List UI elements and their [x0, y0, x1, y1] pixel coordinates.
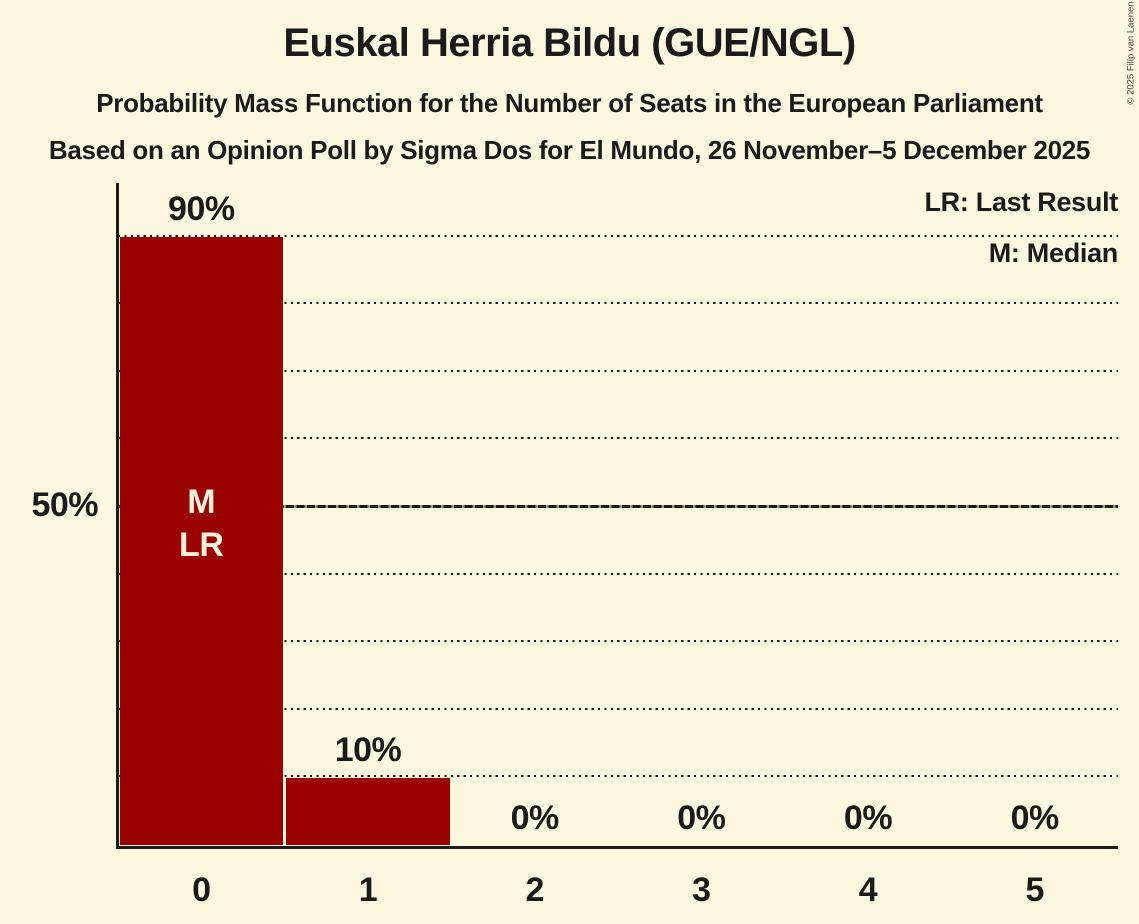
- value-label-seat-1: 10%: [334, 730, 402, 769]
- gridline-60pct: [118, 437, 1118, 440]
- gridline-50pct-major: [118, 504, 1118, 508]
- gridline-70pct: [118, 369, 1118, 372]
- gridline-90pct: [118, 234, 1118, 237]
- gridline-40pct: [118, 572, 1118, 575]
- x-tick-2: 2: [525, 871, 544, 909]
- x-tick-0: 0: [192, 871, 211, 909]
- value-label-seat-3: 0%: [677, 798, 726, 837]
- value-label-seat-2: 0%: [510, 798, 560, 837]
- legend-median: M: Median: [988, 238, 1119, 268]
- x-tick-3: 3: [692, 871, 711, 909]
- x-axis-line: [116, 846, 1118, 849]
- x-tick-4: 4: [858, 871, 878, 909]
- value-label-seat-4: 0%: [843, 798, 893, 837]
- gridline-80pct: [118, 302, 1118, 305]
- value-label-seat-5: 0%: [1010, 798, 1060, 837]
- chart-title: Euskal Herria Bildu (GUE/NGL): [283, 21, 856, 65]
- bar-annotation-median-last-result: M LR: [178, 483, 224, 564]
- x-tick-1: 1: [358, 871, 378, 909]
- chart-subtitle: Probability Mass Function for the Number…: [96, 88, 1043, 118]
- gridline-20pct: [118, 707, 1118, 710]
- x-tick-5: 5: [1025, 871, 1044, 909]
- bar-seat-1: [286, 777, 450, 846]
- value-label-seat-0: 90%: [168, 190, 235, 229]
- y-axis-line: [116, 183, 119, 849]
- chart-source-line: Based on an Opinion Poll by Sigma Dos fo…: [48, 135, 1091, 165]
- gridline-30pct: [118, 640, 1118, 643]
- gridline-10pct: [118, 775, 1118, 778]
- legend-last-result: LR: Last Result: [924, 187, 1118, 217]
- y-axis-50-label: 50%: [31, 486, 98, 524]
- bar-seat-0: [119, 237, 284, 846]
